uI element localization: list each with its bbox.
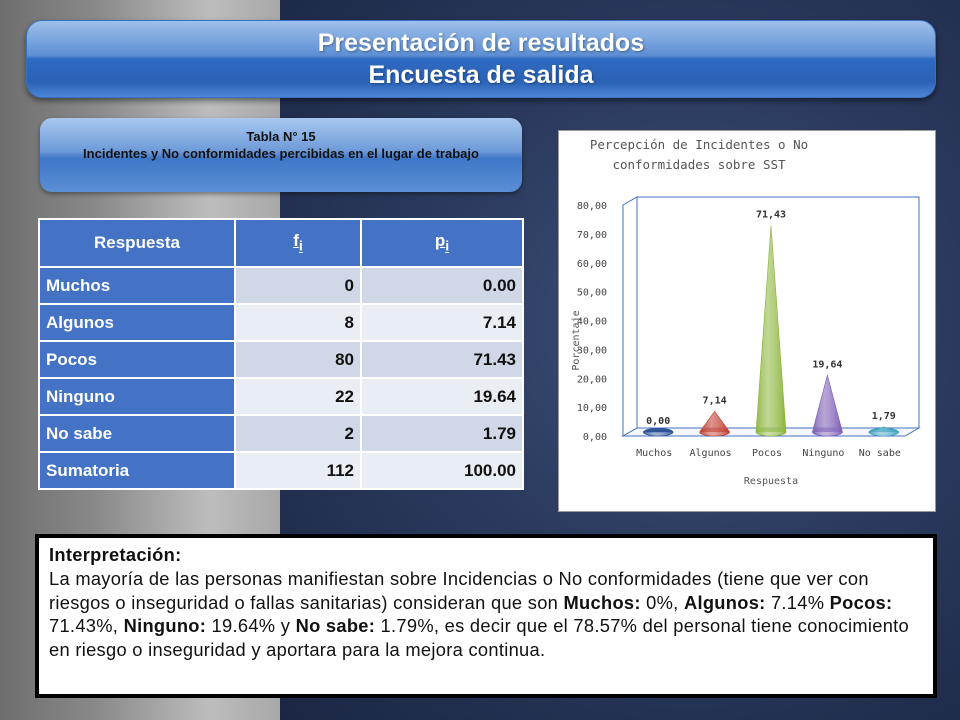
row-percentage: 19.64 — [360, 377, 524, 416]
chart-ylabel: Porcentaje — [571, 310, 582, 370]
table-number: Tabla N° 15 — [246, 129, 316, 144]
interpretation-heading: Interpretación: — [49, 544, 182, 565]
y-tick-label: 80,00 — [577, 201, 607, 212]
row-percentage: 7.14 — [360, 303, 524, 342]
cone-shade — [756, 225, 786, 432]
cone-shade — [699, 411, 730, 432]
interpretation-text: La mayoría de las personas manifiestan s… — [49, 567, 869, 613]
value-no-sabe: 1.79%, es decir que el 78.57% del person… — [49, 615, 910, 661]
x-tick-label: Ninguno — [802, 448, 844, 459]
row-frequency: 0 — [234, 266, 362, 305]
value-pocos: 71.43%, — [49, 615, 124, 637]
label-muchos: Muchos: — [563, 591, 641, 613]
value-muchos: 0%, — [640, 591, 684, 613]
y-tick-label: 10,00 — [577, 403, 607, 414]
table-row-total: Sumatoria 112 100.00 — [38, 451, 524, 490]
data-label: 0,00 — [646, 416, 670, 427]
row-frequency: 112 — [234, 451, 362, 490]
x-tick-label: No sabe — [859, 448, 901, 459]
row-frequency: 22 — [234, 377, 362, 416]
row-label: Muchos — [38, 266, 236, 305]
table-description: Incidentes y No conformidades percibidas… — [83, 146, 479, 161]
row-label: No sabe — [38, 414, 236, 453]
chart-axes: 0,00 10,00 20,00 30,00 40,00 50,00 60,00 70,00 8… — [577, 196, 921, 459]
y-tick-label: 20,00 — [577, 374, 607, 385]
row-label: Pocos — [38, 340, 236, 379]
data-label: 7,14 — [703, 395, 727, 406]
table-row: Algunos 8 7.14 — [38, 303, 524, 342]
chart-side-wall — [622, 196, 638, 437]
row-label: Algunos — [38, 303, 236, 342]
data-label: 1,79 — [872, 411, 896, 422]
x-tick-label: Pocos — [752, 448, 782, 459]
x-tick-label: Algunos — [690, 448, 732, 459]
cone-shade — [812, 375, 843, 432]
title-banner: Presentación de resultados Encuesta de s… — [26, 20, 936, 98]
row-frequency: 8 — [234, 303, 362, 342]
label-algunos: Algunos: — [683, 591, 766, 613]
row-label: Sumatoria — [38, 451, 236, 490]
label-ninguno: Ninguno: — [123, 615, 207, 637]
row-percentage: 1.79 — [360, 414, 524, 453]
row-label: Ninguno — [38, 377, 236, 416]
chart-title-line2: conformidades sobre SST — [612, 157, 786, 172]
chart-container: Percepción de Incidentes o No conformida… — [558, 130, 936, 512]
table-row: No sabe 2 1.79 — [38, 414, 524, 453]
table-caption: Tabla N° 15 Incidentes y No conformidade… — [40, 118, 522, 192]
cone-bar — [642, 431, 674, 437]
header-respuesta: Respuesta — [38, 218, 236, 268]
x-tick-label: Muchos — [636, 448, 672, 459]
y-tick-label: 50,00 — [577, 288, 607, 299]
value-algunos: 7.14% — [765, 591, 830, 613]
chart-title-line1: Percepción de Incidentes o No — [590, 137, 808, 152]
header-p: pi — [360, 218, 524, 268]
row-percentage: 100.00 — [360, 451, 524, 490]
table-row: Muchos 0 0.00 — [38, 266, 524, 305]
label-pocos: Pocos: — [829, 591, 893, 613]
y-tick-label: 70,00 — [577, 230, 607, 241]
chart-marks: 0,00 7,14 71,43 19,64 1,79 — [642, 210, 900, 437]
table-header-row: Respuesta fi pi — [38, 218, 524, 268]
page-title: Presentación de resultados — [317, 29, 645, 57]
table-row: Pocos 80 71.43 — [38, 340, 524, 379]
value-ninguno: 19.64% y — [206, 615, 296, 637]
interpretation-box: Interpretación: La mayoría de las person… — [35, 534, 937, 698]
row-percentage: 71.43 — [360, 340, 524, 379]
table-row: Ninguno 22 19.64 — [38, 377, 524, 416]
y-tick-label: 60,00 — [577, 259, 607, 270]
label-no-sabe: No sabe: — [295, 615, 376, 637]
y-tick-label: 0,00 — [583, 432, 607, 443]
y-tick-label: 40,00 — [577, 317, 607, 328]
results-table: Respuesta fi pi Muchos 0 0.00 Algunos 8 … — [38, 218, 524, 490]
chart-xlabel: Respuesta — [744, 476, 798, 487]
data-label: 71,43 — [756, 210, 786, 221]
row-frequency: 80 — [234, 340, 362, 379]
data-label: 19,64 — [812, 359, 842, 370]
row-frequency: 2 — [234, 414, 362, 453]
header-f: fi — [234, 218, 362, 268]
page-subtitle: Encuesta de salida — [368, 61, 594, 89]
row-percentage: 0.00 — [360, 266, 524, 305]
y-tick-label: 30,00 — [577, 345, 607, 356]
cone-shade — [868, 426, 899, 432]
cone-chart: Percepción de Incidentes o No conformida… — [571, 137, 921, 487]
